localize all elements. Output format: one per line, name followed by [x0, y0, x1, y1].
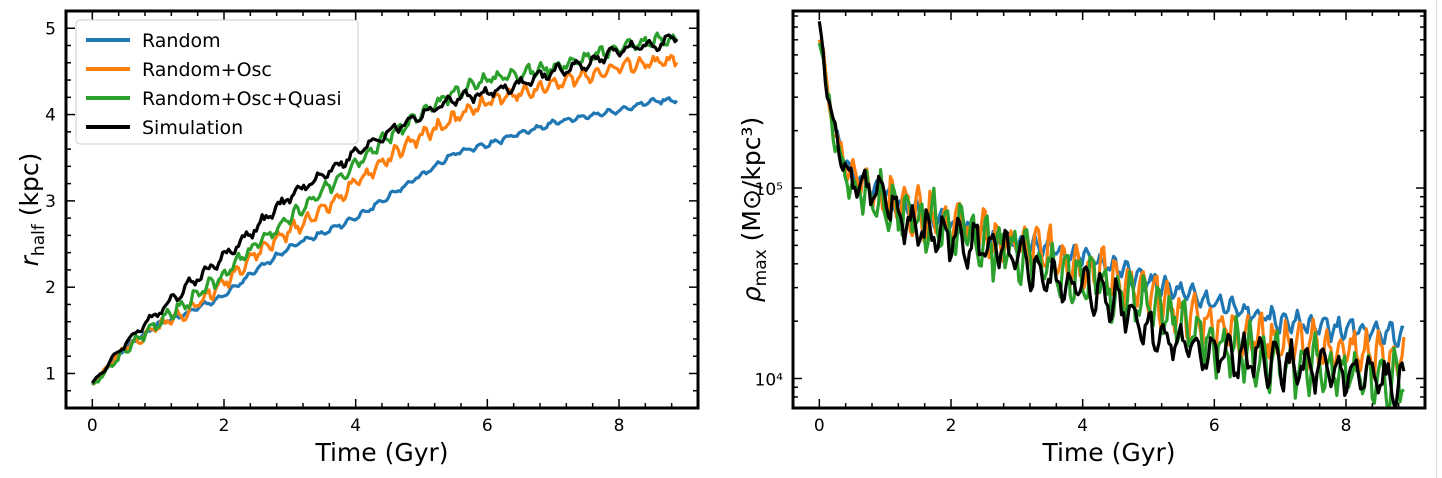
x-axis-label: Time (Gyr) [314, 438, 448, 467]
legend-label: Simulation [142, 117, 243, 139]
y-tick-label: 5 [45, 19, 56, 39]
y-label-symbol: ρ [737, 286, 766, 302]
y-axis-label: ρmax (M⊙/kpc³) [737, 117, 771, 302]
y-label-unit: (M⊙/kpc³) [737, 117, 766, 250]
x-tick-label: 2 [946, 416, 957, 436]
legend-box [75, 19, 359, 145]
y-tick-label: 10⁵ [755, 180, 783, 200]
y-tick-label: 1 [45, 364, 56, 384]
window-edge [1436, 0, 1437, 478]
x-tick-label: 4 [1077, 416, 1088, 436]
legend: Random Random+Osc Random+Osc+Quasi Simulati… [75, 19, 359, 145]
x-tick-label: 0 [87, 416, 98, 436]
x-tick-label: 6 [482, 416, 493, 436]
series-group [817, 21, 1406, 408]
y-tick-label: 2 [45, 278, 56, 298]
x-tick-label: 8 [1341, 416, 1352, 436]
x-tick-label: 4 [350, 416, 361, 436]
y-tick-label: 10⁴ [755, 370, 784, 390]
series-line-simulation [817, 21, 1406, 408]
x-tick-label: 2 [219, 416, 230, 436]
legend-label: Random+Osc+Quasi [142, 88, 342, 110]
x-axis-label: Time (Gyr) [1041, 438, 1175, 467]
panel-2: 0 2 4 6 8 10⁴ 10⁵ Time (Gyr) ρmax (M⊙/kpc³) [737, 9, 1427, 467]
series-line-simulation [90, 33, 679, 384]
y-tick-label: 4 [45, 106, 56, 126]
y-label-symbol: r [15, 254, 44, 266]
x-tick-label: 8 [614, 416, 625, 436]
x-tick-label: 0 [814, 416, 825, 436]
legend-label: Random+Osc [142, 59, 272, 81]
series-line-random-osc-quasi [817, 42, 1405, 408]
series-group [90, 31, 679, 387]
y-label-subscript: max [751, 249, 771, 286]
y-axis-label: rhalf (kpc) [15, 153, 49, 267]
legend-label: Random [142, 30, 221, 52]
y-label-subscript: half [29, 223, 49, 256]
x-tick-label: 6 [1209, 416, 1220, 436]
y-label-unit: (kpc) [15, 153, 44, 225]
y-tick-label: 3 [45, 192, 56, 212]
